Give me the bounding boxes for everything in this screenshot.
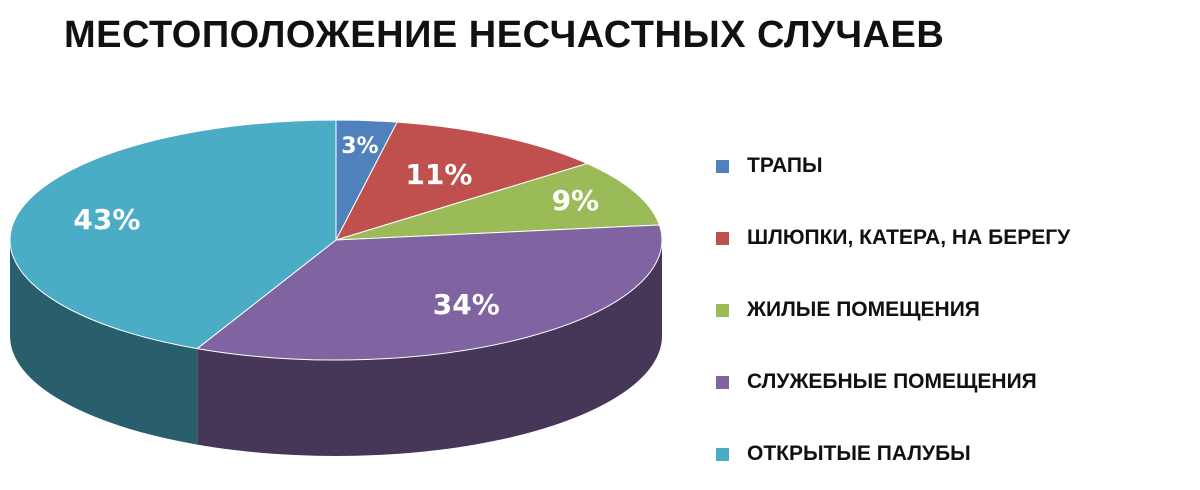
pie-side-4: [10, 240, 198, 445]
legend: ТРАПЫ ШЛЮПКИ, КАТЕРА, НА БЕРЕГУ ЖИЛЫЕ ПО…: [716, 130, 1196, 490]
legend-swatch: [716, 303, 729, 317]
legend-swatch: [716, 231, 729, 245]
pie-label-1: 11%: [405, 158, 472, 191]
legend-item-sluzhebnye: СЛУЖЕБНЫЕ ПОМЕЩЕНИЯ: [716, 346, 1196, 418]
pie-label-2: 9%: [552, 184, 600, 217]
legend-label: ОТКРЫТЫЕ ПАЛУБЫ: [747, 442, 971, 465]
pie-slice-1: [335, 121, 589, 241]
legend-item-trapy: ТРАПЫ: [716, 130, 1196, 202]
pie-slice-2: [335, 162, 661, 241]
pie-side-walls: [10, 240, 662, 456]
legend-item-otkrytye: ОТКРЫТЫЕ ПАЛУБЫ: [716, 418, 1196, 490]
legend-label: СЛУЖЕБНЫЕ ПОМЕЩЕНИЯ: [747, 370, 1037, 393]
pie-chart: 3% 11% 9% 34% 43%: [9, 119, 663, 456]
legend-label: ЖИЛЫЕ ПОМЕЩЕНИЯ: [747, 298, 980, 321]
pie-slice-4: [9, 119, 337, 350]
pie-label-0: 3%: [341, 134, 378, 159]
chart-title: МЕСТОПОЛОЖЕНИЕ НЕСЧАСТНЫХ СЛУЧАЕВ: [64, 14, 945, 56]
legend-label: ТРАПЫ: [747, 154, 823, 177]
legend-swatch: [716, 375, 729, 389]
pie-slice-3: [195, 224, 663, 361]
legend-item-shlyupki: ШЛЮПКИ, КАТЕРА, НА БЕРЕГУ: [716, 202, 1196, 274]
pie-label-3: 34%: [433, 288, 500, 321]
pie-label-4: 43%: [73, 203, 140, 236]
pie-side-3: [197, 240, 662, 456]
legend-item-zhilye: ЖИЛЫЕ ПОМЕЩЕНИЯ: [716, 274, 1196, 346]
legend-swatch: [716, 159, 729, 173]
legend-swatch: [716, 447, 729, 461]
legend-label: ШЛЮПКИ, КАТЕРА, НА БЕРЕГУ: [747, 226, 1071, 249]
